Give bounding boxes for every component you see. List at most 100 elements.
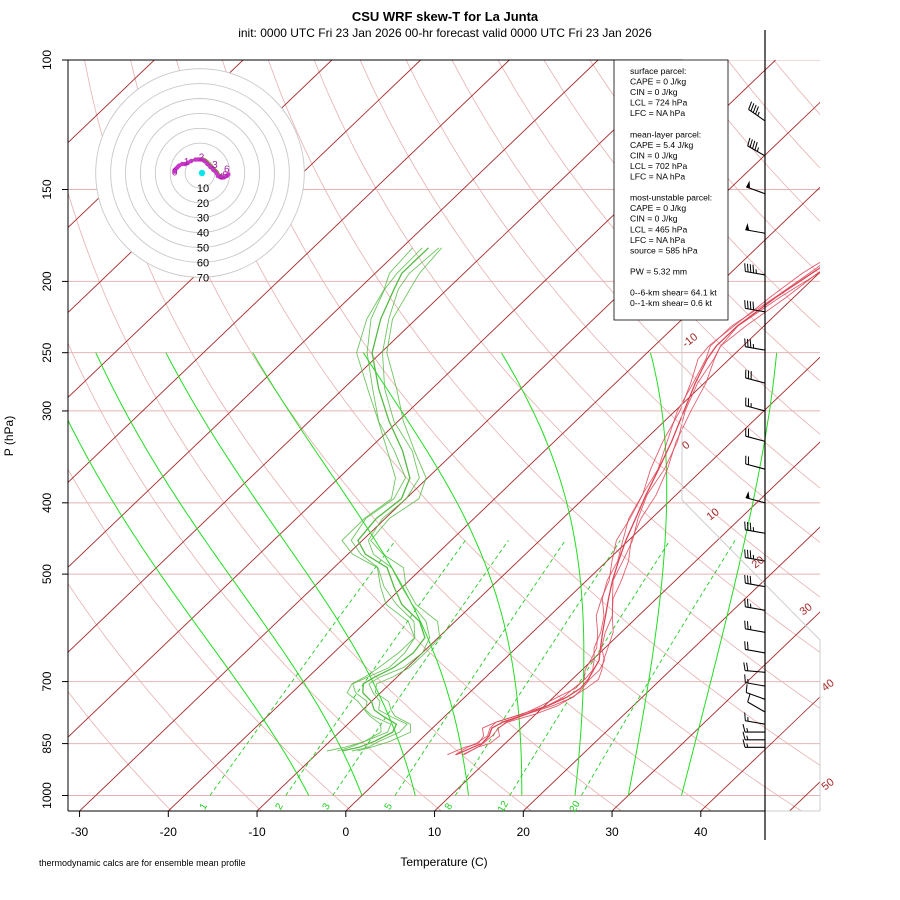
moist-adiabat-line [252,352,469,796]
wind-barb-shaft [745,307,766,313]
hodograph-point [202,158,207,164]
info-line: 0--6-km shear= 64.1 kt [630,288,717,298]
info-line: CIN = 0 J/kg [630,214,678,224]
wind-barb [745,427,766,442]
wind-barb [745,491,766,504]
dry-adiabat-line [405,60,820,543]
info-line: CIN = 0 J/kg [630,150,678,160]
wind-barb-feather [744,620,746,629]
wind-barb [745,369,766,384]
wind-barb [744,674,766,687]
mixing-ratio-label: 8 [443,801,456,812]
isotherm-label: 50 [820,776,837,793]
moist-adiabat-line [627,352,668,796]
temperature-trace [447,261,820,756]
wind-barb-feather [746,621,749,630]
x-tick-label: 0 [342,825,349,839]
hodograph-point [208,164,213,170]
wind-barb [744,263,766,276]
profile-traces [326,247,820,756]
mixing-ratio-line [332,540,509,796]
dewpoint-trace [341,247,429,752]
dewpoint-trace [357,247,443,752]
info-line: LFC = NA hPa [630,235,685,245]
mixing-ratio-line [394,540,566,796]
wind-barb [748,101,766,122]
isotherm-line [256,271,820,811]
x-tick-label: 20 [517,825,531,839]
wind-barb [744,712,766,725]
wind-barb-feather [749,339,752,348]
wind-barb-shaft [747,145,766,157]
wind-barb-feather [746,263,749,273]
wind-barb-feather [749,522,752,531]
dry-adiabat-line [543,60,820,382]
wind-barb [745,684,766,700]
mixing-ratio-line [285,540,466,796]
wind-barb-feather [742,731,746,740]
isobar-lines [68,60,820,796]
isotherm-label: 40 [820,677,837,694]
wind-barb-feather [746,575,749,584]
wind-barb-feather [755,106,759,115]
hodograph-ring-label: 60 [197,257,209,269]
moist-adiabats [68,352,778,796]
y-tick-label: 100 [40,50,54,70]
wind-barb-feather [749,575,752,585]
y-tick-label: 400 [40,492,54,512]
wind-barb [743,662,766,673]
isotherm-line [345,356,820,811]
wind-barb-feather [744,598,746,607]
info-line: CAPE = 5.4 J/kg [630,140,694,150]
wind-barb-half-feather [746,727,749,733]
dry-adiabat-line [819,60,820,62]
wind-barb-feather [742,723,746,733]
moist-adiabat-line [500,352,585,796]
wind-barb [744,549,766,562]
wind-barb-feather [746,549,749,559]
wind-barb-feather [752,104,757,113]
wind-barb-flag [745,223,750,231]
wind-barb-shaft [745,720,766,725]
wind-barb-feather [744,549,746,558]
hodograph-height-label: 1 [184,157,190,168]
wind-barb-feather [750,103,755,112]
info-line: LFC = NA hPa [630,172,685,182]
y-tick-label: 150 [40,179,54,199]
wind-barb-shaft [745,270,766,276]
x-tick-label: -10 [248,825,266,839]
info-line: most-unstable parcel: [630,193,712,203]
wind-barb-feather [745,684,748,693]
info-line: LCL = 702 hPa [630,161,687,171]
wind-barb-feather [754,141,758,151]
dry-adiabat-line [267,60,820,709]
wind-barb-feather [747,693,751,703]
wind-barb [744,598,766,611]
wind-barb-shaft [745,463,766,470]
wind-barb [744,641,766,654]
x-axis: -30 -20 -10 0 10 20 30 40 [71,811,708,839]
info-line: CAPE = 0 J/kg [630,203,686,213]
isotherm-label: 10 [705,506,722,523]
hodograph-height-label: 6 [224,165,230,176]
wind-barb-feather [748,101,753,110]
info-line: CAPE = 0 J/kg [630,77,686,87]
dry-adiabats [68,60,900,811]
wind-barb-feather [749,550,752,559]
wind-barb-feather [749,139,753,148]
dry-adiabat-line [866,60,900,811]
y-axis-label: P (hPa) [2,416,16,456]
mixing-ratio-label: 5 [383,801,396,812]
dry-adiabat-line [130,60,712,811]
wind-barb-shaft [748,108,766,122]
wind-barb [744,338,766,351]
wind-barb-shaft [745,670,766,673]
info-line: surface parcel: [630,66,686,76]
dewpoint-trace [326,247,416,752]
dry-adiabat-line [221,60,820,766]
wind-barb [745,223,766,234]
wind-barb-shaft [745,529,766,534]
hodograph-ring [125,98,275,248]
